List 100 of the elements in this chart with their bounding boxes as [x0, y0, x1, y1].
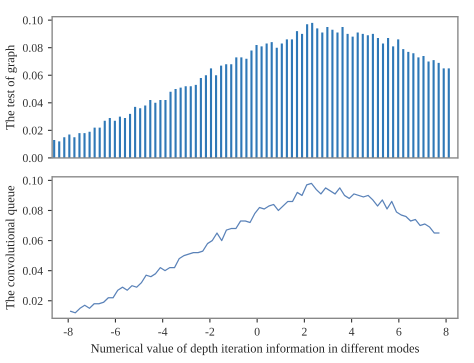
line-series	[70, 182, 440, 314]
bar	[210, 68, 212, 158]
bar	[180, 88, 182, 158]
x-axis-title: Numerical value of depth iteration information in different modes	[90, 344, 419, 356]
bar	[139, 108, 142, 158]
bar	[73, 137, 76, 158]
x-tick-label: 0	[254, 328, 260, 336]
bar	[352, 36, 354, 158]
bar	[68, 134, 70, 158]
bar	[286, 39, 288, 158]
bar	[387, 38, 390, 158]
bar	[438, 62, 440, 158]
y-axis-title: The convolutional queue	[6, 186, 17, 310]
bar	[301, 34, 304, 158]
y-axis-title: The test of graph	[5, 44, 17, 130]
bar	[417, 57, 420, 158]
y-tick-label: 0.02	[22, 296, 42, 306]
bar	[159, 100, 162, 158]
bar	[341, 27, 344, 158]
bar	[316, 28, 318, 158]
bar	[250, 50, 253, 158]
bar	[321, 32, 324, 158]
bar	[144, 106, 146, 158]
bar	[200, 78, 202, 158]
bar	[114, 120, 116, 158]
y-tick-label: 0.06	[22, 71, 43, 80]
y-tick-label: 0.02	[22, 126, 42, 135]
bar	[149, 100, 152, 158]
y-tick-label: 0.10	[22, 16, 43, 24]
bar	[245, 58, 248, 158]
bar	[311, 22, 314, 158]
x-tick-label: 2	[302, 328, 307, 336]
bar	[422, 56, 425, 158]
bar	[220, 66, 222, 158]
x-tick-label: -2	[205, 328, 214, 336]
bar	[240, 57, 242, 158]
y-tick-label: 0.10	[22, 176, 43, 185]
bar	[376, 38, 380, 158]
bar	[83, 133, 86, 158]
bar	[184, 86, 187, 158]
bar	[336, 32, 339, 158]
bar	[124, 118, 126, 158]
bar	[290, 39, 294, 158]
bar	[270, 42, 273, 158]
bar	[442, 68, 445, 158]
bar	[255, 44, 258, 158]
bar	[235, 57, 238, 158]
x-tick-label: 4	[348, 328, 354, 336]
bar	[169, 92, 172, 158]
bar	[397, 39, 400, 158]
bar	[432, 60, 435, 158]
bar	[88, 132, 91, 158]
bar	[402, 49, 404, 158]
bar	[134, 106, 136, 158]
y-tick-label: 0.00	[22, 154, 43, 162]
bar	[280, 44, 283, 158]
bar	[214, 75, 218, 158]
bar	[154, 102, 156, 158]
bar	[78, 133, 81, 158]
bar	[174, 89, 177, 158]
x-tick-label: -8	[64, 328, 73, 336]
bar	[296, 31, 298, 158]
bar	[356, 32, 359, 158]
bar	[98, 128, 101, 158]
bar	[276, 48, 278, 158]
y-tick-label: 0.08	[22, 206, 43, 215]
bar	[331, 30, 334, 158]
y-tick-label: 0.04	[22, 266, 43, 275]
bar	[128, 114, 132, 158]
bar	[382, 44, 384, 158]
x-tick-label: 6	[396, 328, 402, 336]
x-tick-label: 8	[444, 328, 449, 336]
bar	[427, 61, 430, 158]
bar	[94, 128, 96, 158]
bar	[362, 34, 364, 158]
bar	[225, 64, 228, 158]
bar	[326, 27, 328, 158]
bar	[164, 100, 167, 158]
bar	[412, 53, 414, 158]
bar	[448, 68, 450, 158]
x-tick-label: -6	[110, 328, 120, 336]
bar	[190, 86, 192, 158]
bar	[372, 34, 374, 158]
x-tick-label: -4	[158, 328, 168, 336]
bar	[392, 46, 394, 158]
bar	[63, 137, 66, 158]
bar	[266, 44, 268, 158]
bar	[118, 116, 121, 158]
bar	[58, 141, 60, 158]
bar	[260, 46, 263, 158]
bar	[407, 52, 410, 158]
y-tick-label: 0.04	[22, 99, 43, 108]
y-tick-label: 0.06	[22, 236, 43, 245]
bar	[108, 118, 111, 158]
bar	[194, 84, 197, 158]
bar	[306, 24, 308, 158]
y-tick-label: 0.08	[22, 44, 43, 52]
bar	[204, 75, 207, 158]
bar	[104, 120, 106, 158]
bar	[366, 35, 369, 158]
